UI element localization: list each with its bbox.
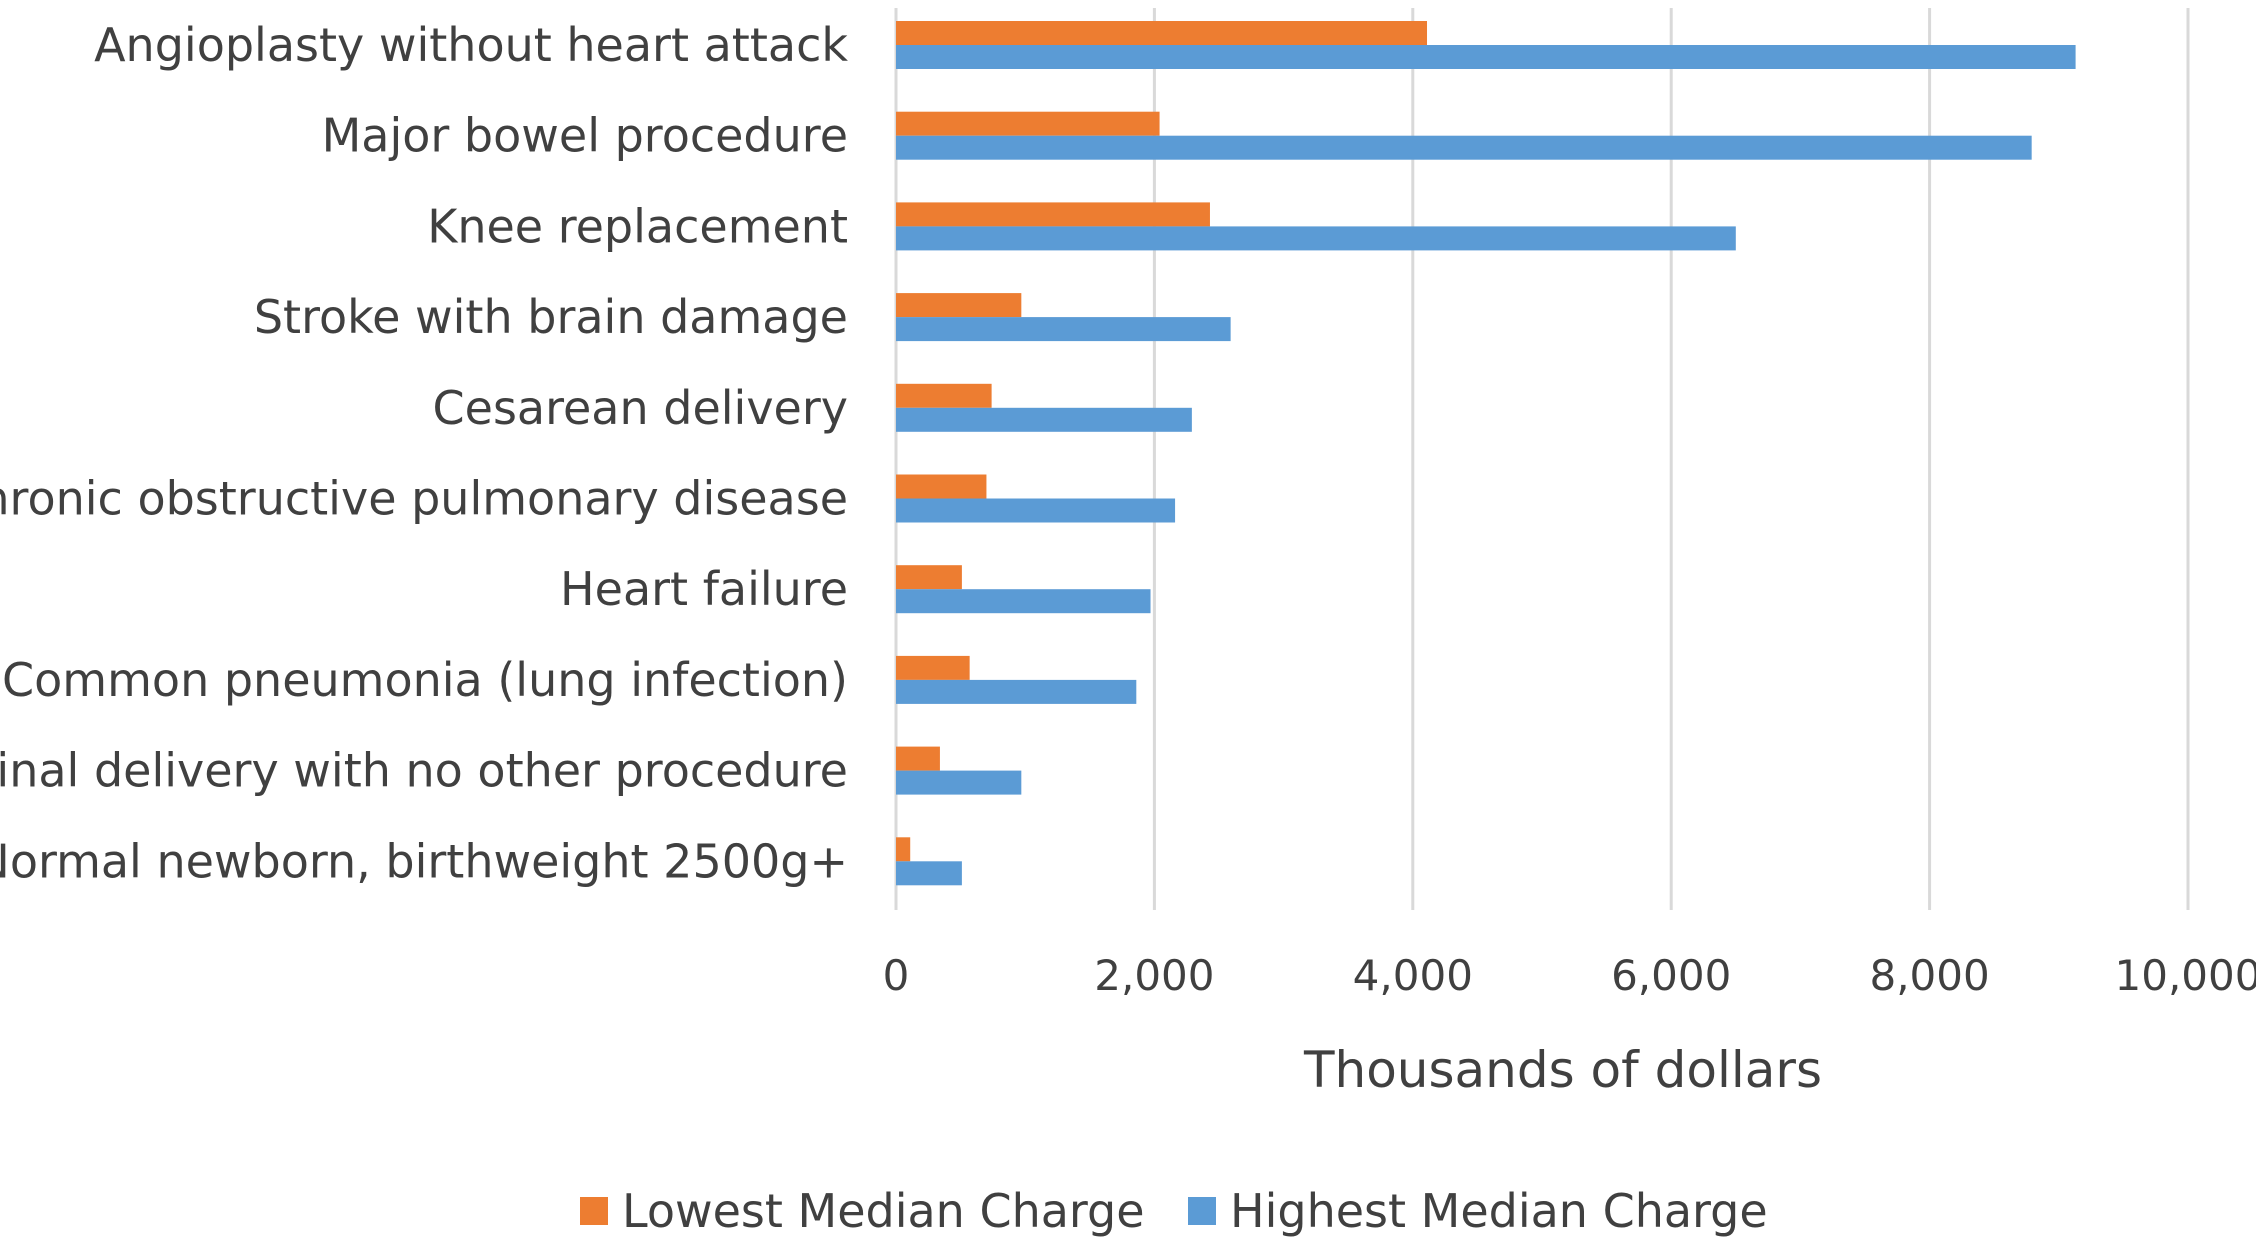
bar-highest-7 <box>896 679 1137 704</box>
legend: Lowest Median Charge Highest Median Charg… <box>580 1184 1768 1238</box>
x-tick-label-5: 10,000 <box>2115 951 2256 1000</box>
bars <box>896 21 2076 886</box>
category-labels: Angioplasty without heart attack Major bo… <box>0 18 848 888</box>
bar-lowest-7 <box>896 655 970 680</box>
bar-lowest-0 <box>896 21 1428 45</box>
bar-lowest-5 <box>896 474 987 499</box>
legend-swatch-lowest <box>580 1197 608 1225</box>
category-label-3: Stroke with brain damage <box>254 290 848 344</box>
category-label-1: Major bowel procedure <box>322 109 848 163</box>
x-tick-label-0: 0 <box>883 951 910 1000</box>
legend-label-highest: Highest Median Charge <box>1230 1184 1768 1238</box>
bar-lowest-2 <box>896 202 1210 227</box>
category-label-4: Cesarean delivery <box>433 381 848 435</box>
x-tick-label-1: 2,000 <box>1094 951 1214 1000</box>
bar-lowest-4 <box>896 383 992 408</box>
x-tick-label-3: 6,000 <box>1611 951 1731 1000</box>
x-tick-label-4: 8,000 <box>1869 951 1989 1000</box>
bar-lowest-1 <box>896 111 1160 136</box>
bar-lowest-3 <box>896 293 1022 318</box>
category-label-5: Chronic obstructive pulmonary disease <box>0 472 848 526</box>
category-label-0: Angioplasty without heart attack <box>94 18 848 72</box>
bar-highest-6 <box>896 589 1151 614</box>
bar-highest-0 <box>896 45 2076 69</box>
legend-swatch-highest <box>1188 1197 1216 1225</box>
bar-highest-8 <box>896 770 1022 795</box>
bar-highest-1 <box>896 135 2032 160</box>
bar-lowest-9 <box>896 837 911 862</box>
bar-highest-9 <box>896 861 962 886</box>
bar-highest-3 <box>896 317 1231 342</box>
bar-highest-5 <box>896 498 1176 523</box>
x-tick-label-2: 4,000 <box>1353 951 1473 1000</box>
legend-label-lowest: Lowest Median Charge <box>622 1184 1145 1238</box>
bar-lowest-6 <box>896 565 962 590</box>
category-label-8: Vaginal delivery with no other procedure <box>0 744 848 798</box>
bar-highest-4 <box>896 407 1192 432</box>
category-label-2: Knee replacement <box>427 199 848 253</box>
x-axis-title: Thousands of dollars <box>1303 1041 1822 1099</box>
bar-highest-2 <box>896 226 1736 251</box>
category-label-6: Heart failure <box>560 562 848 616</box>
bar-lowest-8 <box>896 746 940 771</box>
x-tick-labels: 0 2,000 4,000 6,000 8,000 10,000 <box>883 951 2256 1000</box>
category-label-9: Normal newborn, birthweight 2500g+ <box>0 834 848 888</box>
category-label-7: Common pneumonia (lung infection) <box>2 653 848 707</box>
